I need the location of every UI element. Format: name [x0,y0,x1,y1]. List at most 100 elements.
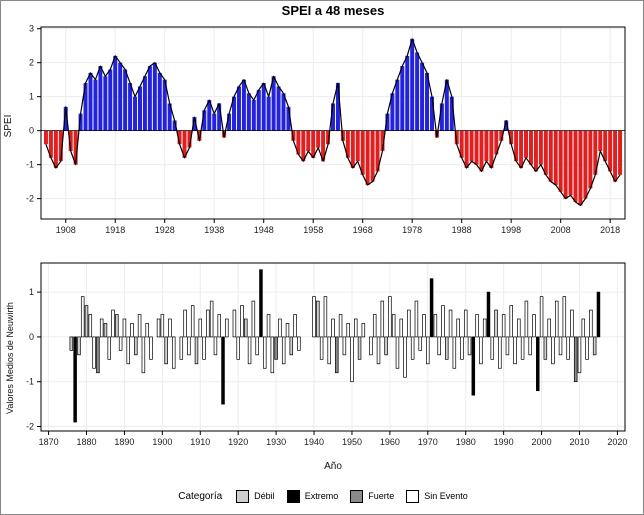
y-tick-label: 1 [29,287,34,297]
x-tick-label: 1918 [105,225,125,235]
spei-bar [118,62,123,131]
event-bar [88,314,93,338]
event-bar [536,336,540,392]
event-bar [274,336,278,360]
event-bar [338,314,343,338]
event-bar [69,336,74,351]
event-bar [80,296,85,338]
event-bar [327,336,331,365]
x-tick-label: 1938 [204,225,224,235]
event-bar [395,336,400,369]
spei-line [45,38,621,206]
event-bar [437,336,441,356]
spei-bar [598,130,603,152]
event-bar [376,336,381,365]
y-tick-label: 0 [29,332,34,342]
spei-bar [484,130,489,162]
spei-bar [63,106,68,131]
spei-bar [439,103,444,131]
spei-bar [123,69,128,131]
spei-bar [464,130,469,169]
spei-bar [48,130,53,158]
spei-bar [400,66,405,131]
event-bar [92,336,96,369]
legend-item-label: Extremo [304,491,339,501]
event-bar [524,300,529,338]
x-tick-label: 1870 [39,437,59,447]
spei-bar [593,130,598,175]
spei-bar [345,130,350,158]
y-tick-label: -1 [26,377,34,387]
event-bar [517,318,521,338]
x-tick-label: 1950 [342,437,362,447]
x-tick-label: 1908 [56,225,76,235]
x-tick-label: 1948 [254,225,274,235]
y-tick-label: -2 [26,194,34,204]
spei-bar [449,96,454,131]
spei-bar [103,76,108,131]
spei-bar [603,130,608,162]
event-bar [384,336,388,356]
event-bar [354,318,358,338]
event-bar [137,314,142,338]
x-tick-label: 1910 [190,437,210,447]
spei-bar [578,130,583,206]
y-tick-label: 2 [29,58,34,68]
spei-bar [98,66,103,131]
event-bar [118,336,123,351]
event-bar [236,336,240,360]
event-bar [418,336,422,351]
x-axis: 1870 1880 1890 1900 1910 1920 1930 1940 1950 1960… [39,431,627,447]
spei-bar [286,106,291,131]
event-bar [486,291,491,338]
event-bar [528,336,532,356]
spei-bar [266,96,271,131]
event-bar [312,296,316,338]
event-bar [467,336,472,356]
spei-bar [246,93,251,131]
panel-border [40,262,626,432]
event-bar [441,305,445,338]
event-bar [539,296,544,338]
spei-chart: 1908 1918 1928 1938 1948 1958 1968 1978 1988 1998… [26,24,626,235]
spei-chart-title: SPEI a 48 meses [281,3,385,18]
event-bar [357,336,362,360]
neuwirth-chart: 1870 1880 1890 1900 1910 1920 1930 1940 1950 1960… [26,262,627,447]
event-bar [130,323,134,338]
event-bar [551,336,555,365]
y-tick-label: 0 [29,126,34,136]
event-bar [471,336,476,396]
event-bar [445,336,449,360]
spei-bar [429,96,434,131]
event-bar [84,305,89,338]
legend-item-sin-evento: Sin Evento [406,489,468,503]
spei-bar [128,83,133,131]
category-legend: Categoría Débil Extremo Fuerte Sin Event… [1,483,643,509]
spei-bar [533,130,538,172]
x-tick-label: 2000 [532,437,552,447]
event-bar [251,300,256,338]
event-bar [198,318,203,338]
spei-bar [306,130,311,152]
spei-bar [53,130,58,169]
debil-swatch-icon [236,489,250,503]
event-bar [319,336,324,360]
legend-item-label: Fuerte [368,491,395,501]
spei-bar [573,130,578,203]
event-bar [369,336,373,356]
event-bar [77,336,81,356]
event-bar [206,309,210,338]
spei-bar [311,130,316,158]
spei-bar [390,93,395,131]
legend-item-fuerte: Fuerte [350,489,395,503]
spei-bar [425,72,430,131]
spei-bar [538,130,543,165]
spei-bar [563,130,568,199]
x-tick-label: 1978 [402,225,422,235]
spei-bar [78,113,83,131]
spei-bar [608,130,613,172]
y-axis: -2 -1 0 1 [26,287,41,432]
event-bar [573,336,578,383]
spei-bar [420,62,425,131]
spei-bar [217,103,222,131]
